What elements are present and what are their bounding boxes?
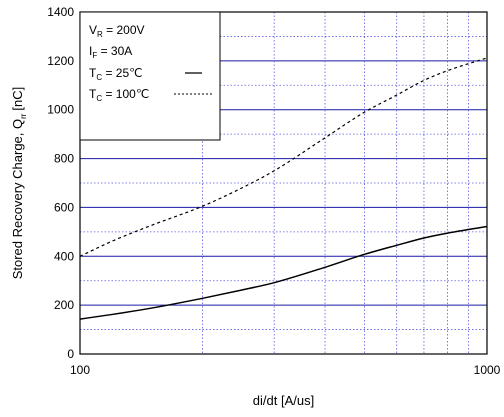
y-tick-label: 600: [54, 200, 74, 214]
y-tick-label: 800: [54, 152, 74, 166]
y-tick-label: 400: [54, 249, 74, 263]
legend-entry: TC = 100℃: [89, 87, 149, 103]
y-axis-label-unit: [nC]: [10, 87, 25, 111]
x-axis-label: di/dt [A/us]: [253, 393, 314, 408]
y-tick-label: 200: [54, 298, 74, 312]
y-tick-label: 1000: [47, 103, 74, 117]
x-tick-label: 100: [70, 363, 90, 377]
plot-frame: [79, 11, 488, 355]
legend-entry: VR = 200V: [89, 23, 145, 39]
y-axis-label-main: Stored Recovery Charge, Q: [10, 119, 25, 279]
series-line-solid: [79, 225, 488, 320]
series-line-dashed: [79, 57, 488, 257]
legend-entry: TC = 25℃: [89, 66, 143, 82]
series-lines: [79, 57, 488, 320]
legend: VR = 200V IF = 30A TC = 25℃ TC = 100℃: [79, 11, 221, 141]
y-axis-label-sub: rr: [19, 113, 28, 119]
legend-entry: IF = 30A: [89, 44, 132, 60]
svg-text:Stored Recovery Charge, Qrr[nC: Stored Recovery Charge, Qrr [nC]: [10, 87, 28, 280]
y-axis-label: Stored Recovery Charge, Qrr [nC]: [10, 87, 28, 280]
tick-labels: 0 200 400 600 800 1000 1200 1400 100 1000: [47, 5, 500, 377]
y-tick-label: 1400: [47, 5, 74, 19]
y-tick-label: 0: [67, 347, 74, 361]
x-tick-label: 1000: [474, 363, 501, 377]
y-tick-label: 1200: [47, 54, 74, 68]
legend-box: [79, 11, 221, 141]
